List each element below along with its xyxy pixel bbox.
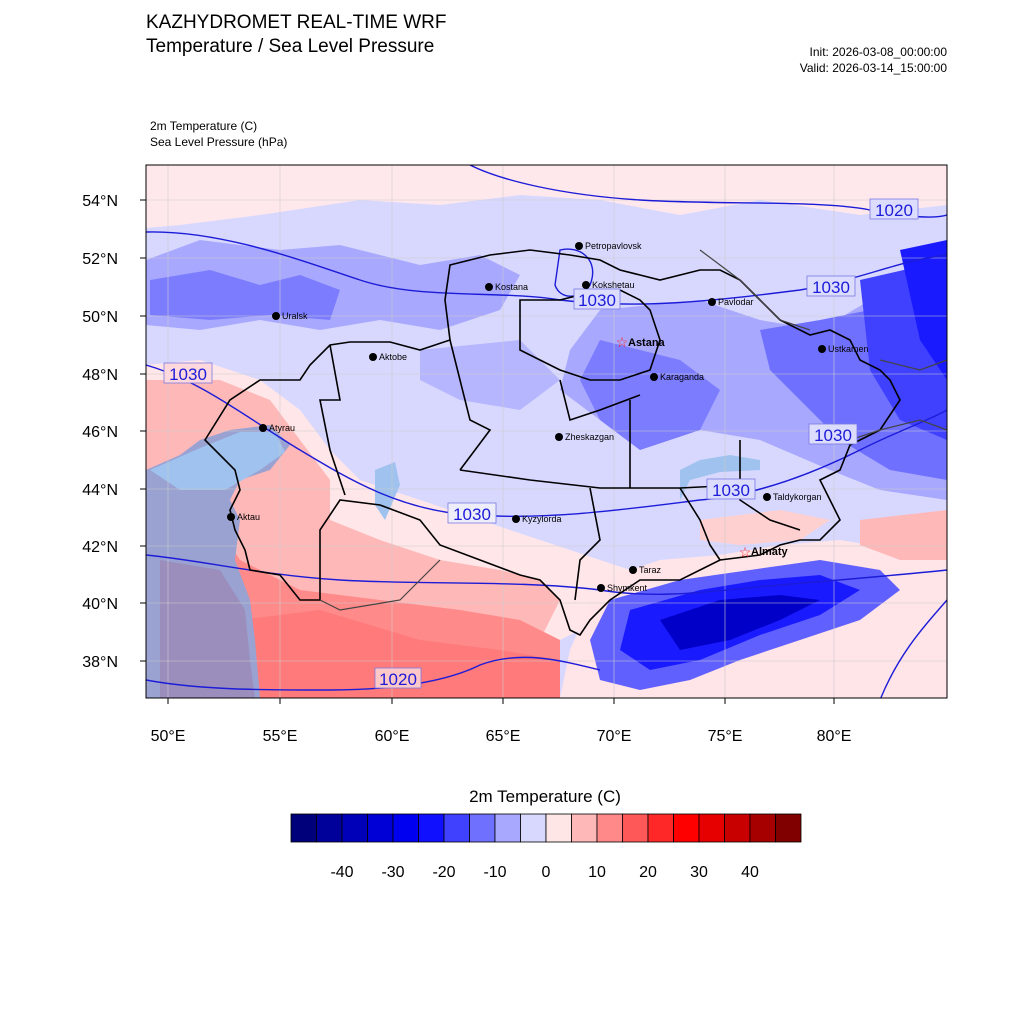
- lat-label: 42°N: [82, 539, 118, 556]
- colorbar-tick: -20: [432, 864, 455, 881]
- city-label-taldykorgan: Taldykorgan: [773, 492, 822, 502]
- colorbar-swatch: [392, 813, 419, 843]
- city-label-pavlodar: Pavlodar: [718, 297, 754, 307]
- city-label-kostanay: Kostana: [495, 282, 528, 292]
- colorbar-swatch: [494, 813, 521, 843]
- city-label-petropavlovsk: Petropavlovsk: [585, 241, 642, 251]
- lon-label: 70°E: [597, 728, 632, 745]
- field-label-temperature: 2m Temperature (C): [150, 119, 258, 133]
- colorbar-swatch: [367, 813, 394, 843]
- colorbar-tick: -40: [330, 864, 353, 881]
- city-label-shymkent: Shymkent: [607, 583, 648, 593]
- country-borders: [319, 249, 948, 611]
- lat-label: 48°N: [82, 367, 118, 384]
- colorbar-swatch: [443, 813, 470, 843]
- lon-label: 60°E: [375, 728, 410, 745]
- city-label-kokshetau: Kokshetau: [592, 280, 635, 290]
- colorbar-swatch: [698, 813, 725, 843]
- colorbar-tick: 20: [639, 864, 657, 881]
- colorbar-swatch: [469, 813, 496, 843]
- isobar-label: 1030: [169, 365, 207, 384]
- lat-label: 50°N: [82, 309, 118, 326]
- lat-labels: 54°N 52°N 50°N 48°N 46°N 44°N 42°N 40°N …: [82, 193, 118, 671]
- city-label-taraz: Taraz: [639, 565, 662, 575]
- isobar-label: 1030: [453, 505, 491, 524]
- colorbar-swatch: [749, 813, 776, 843]
- colorbar-ticks: -40 -30 -20 -10 0 10 20 30 40: [330, 864, 759, 881]
- lon-label: 80°E: [817, 728, 852, 745]
- colorbar-tick: -10: [483, 864, 506, 881]
- city-label-kyzylorda: Kyzylorda: [522, 514, 562, 524]
- city-label-aktau: Aktau: [237, 512, 260, 522]
- lon-labels: 50°E 55°E 60°E 65°E 70°E 75°E 80°E: [151, 728, 852, 745]
- colorbar-swatch: [622, 813, 649, 843]
- capital-star-icon: ☆: [616, 334, 629, 350]
- isobar-label: 1030: [812, 278, 850, 297]
- colorbar-tick: -30: [381, 864, 404, 881]
- colorbar-title: 2m Temperature (C): [469, 787, 621, 806]
- valid-time: Valid: 2026-03-14_15:00:00: [799, 61, 947, 75]
- lat-label: 40°N: [82, 596, 118, 613]
- colorbar-swatch: [596, 813, 623, 843]
- lon-label: 55°E: [263, 728, 298, 745]
- isobar-label: 1030: [712, 481, 750, 500]
- lon-label: 75°E: [708, 728, 743, 745]
- colorbar-swatch: [341, 813, 368, 843]
- isobar-labels: 1020 1030 1030 1030 1030 1030 1030 1020: [163, 198, 919, 689]
- isobar-label: 1030: [578, 291, 616, 310]
- colorbar-tick: 30: [690, 864, 708, 881]
- init-time: Init: 2026-03-08_00:00:00: [809, 45, 947, 59]
- colorbar-tick: 10: [588, 864, 606, 881]
- lat-label: 54°N: [82, 193, 118, 210]
- colorbar-tick: 40: [741, 864, 759, 881]
- capital-star-icon: ☆: [739, 544, 752, 560]
- colorbar: [290, 813, 802, 843]
- colorbar-swatch: [673, 813, 700, 843]
- isobar-label: 1030: [814, 426, 852, 445]
- colorbar-swatch: [290, 813, 317, 843]
- city-label-zheskazgan: Zheskazgan: [565, 432, 614, 442]
- chart-subtitle: Temperature / Sea Level Pressure: [146, 36, 435, 57]
- colorbar-swatch: [316, 813, 343, 843]
- isobar-label: 1020: [379, 670, 417, 689]
- colorbar-swatch: [418, 813, 445, 843]
- lat-label: 52°N: [82, 251, 118, 268]
- colorbar-swatch: [647, 813, 674, 843]
- chart-title: KAZHYDROMET REAL-TIME WRF: [146, 12, 447, 33]
- city-label-astana: Astana: [628, 337, 666, 349]
- lon-label: 65°E: [486, 728, 521, 745]
- city-markers: Petropavlovsk Kostana Kokshetau Uralsk P…: [227, 241, 869, 593]
- city-label-ustkamen: Ustkamen: [828, 344, 869, 354]
- city-label-almaty: Almaty: [751, 546, 789, 558]
- city-label-aktobe: Aktobe: [379, 352, 407, 362]
- colorbar-tick: 0: [542, 864, 551, 881]
- colorbar-swatch: [571, 813, 598, 843]
- colorbar-swatch: [520, 813, 547, 843]
- field-label-pressure: Sea Level Pressure (hPa): [150, 135, 288, 149]
- lon-label: 50°E: [151, 728, 186, 745]
- city-label-karaganda: Karaganda: [660, 372, 704, 382]
- lat-label: 46°N: [82, 424, 118, 441]
- city-label-atyrau: Atyrau: [269, 423, 295, 433]
- lat-label: 38°N: [82, 654, 118, 671]
- axis-ticks: [140, 199, 835, 704]
- isobar-label: 1020: [875, 201, 913, 220]
- colorbar-swatch: [724, 813, 751, 843]
- colorbar-swatch: [545, 813, 572, 843]
- lat-label: 44°N: [82, 482, 118, 499]
- colorbar-swatch: [775, 813, 802, 843]
- city-label-uralsk: Uralsk: [282, 311, 308, 321]
